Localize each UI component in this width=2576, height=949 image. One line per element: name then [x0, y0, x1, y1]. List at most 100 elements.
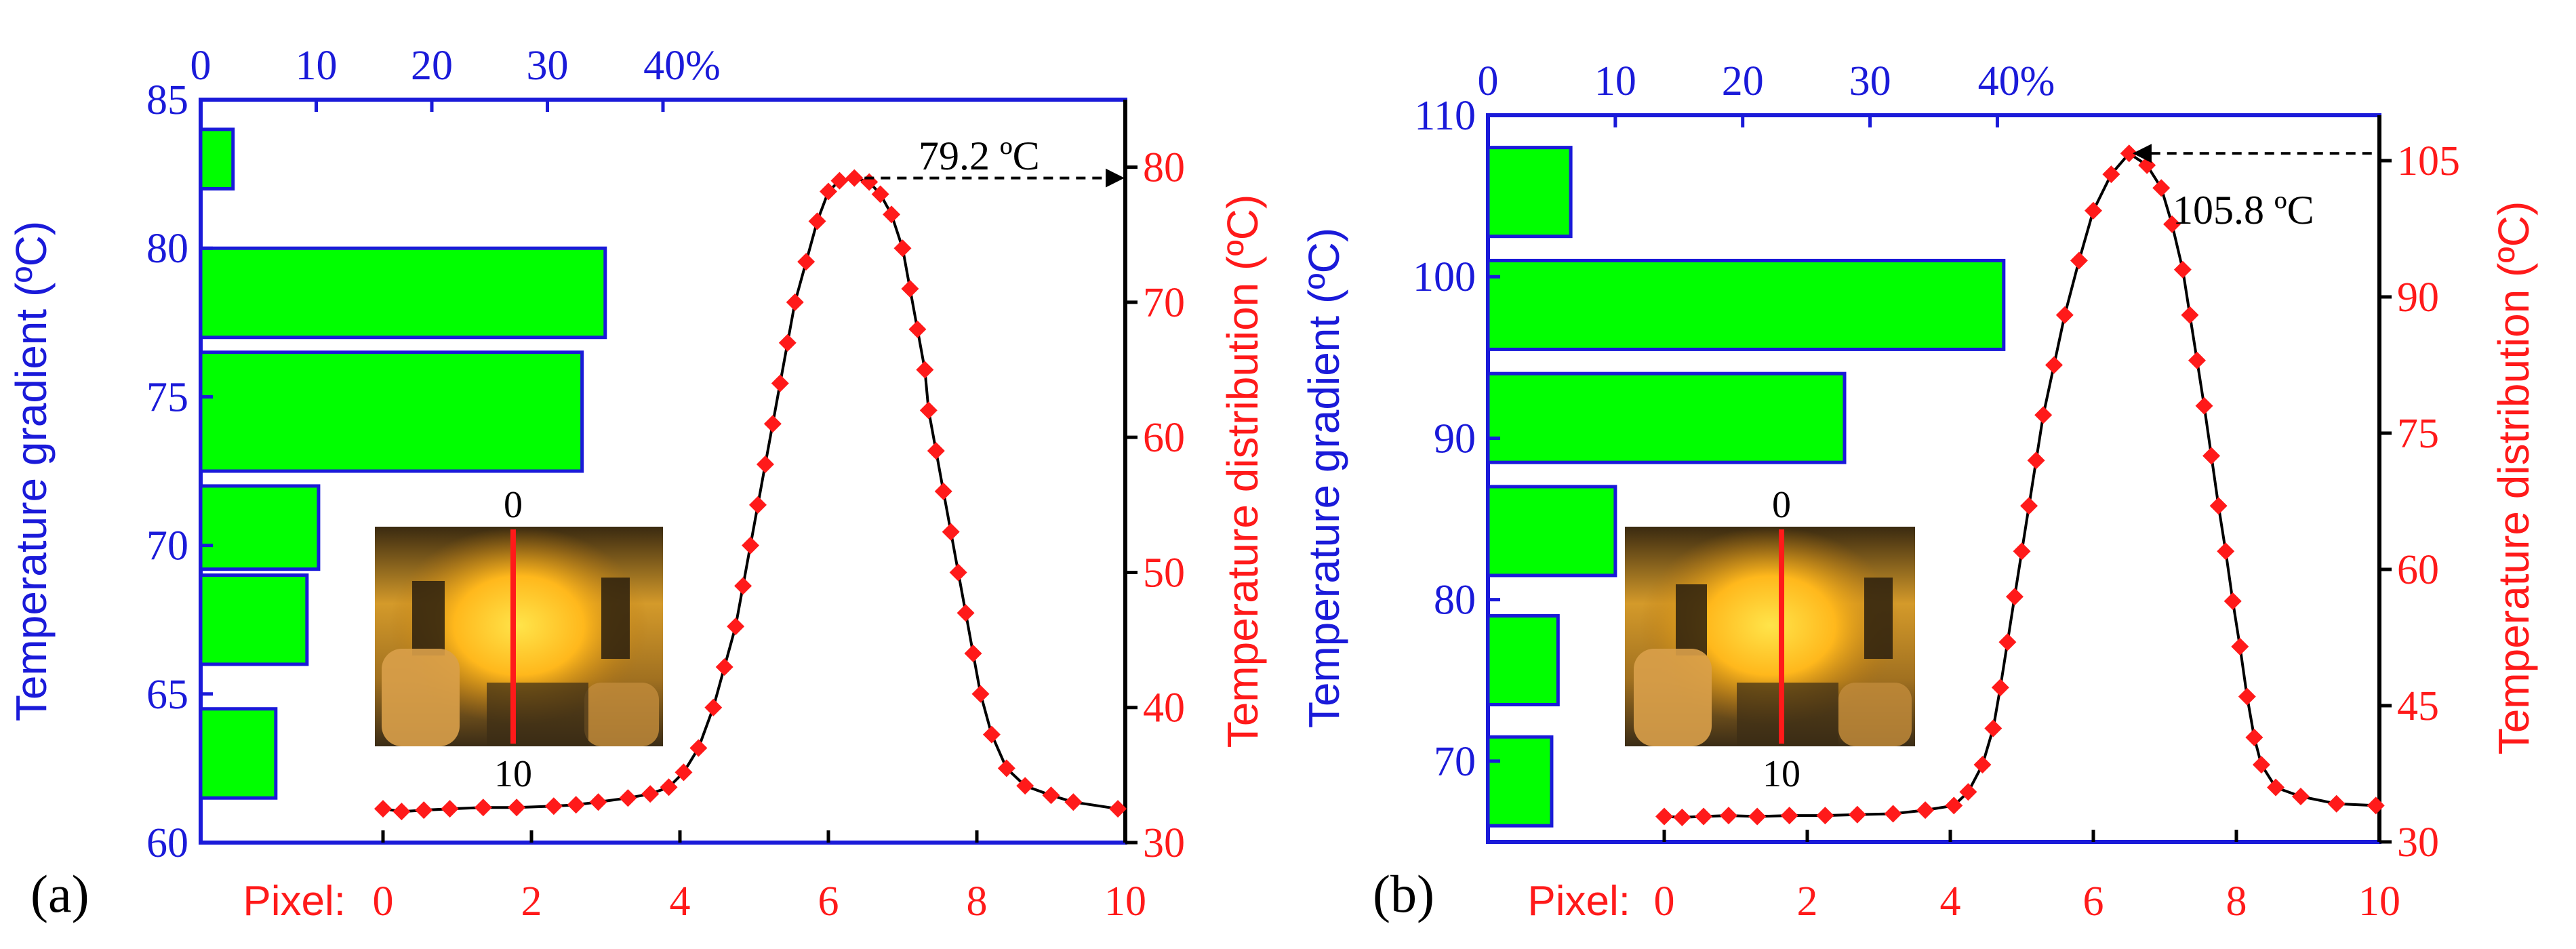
panel-a-label: (a)	[31, 864, 89, 923]
panel-b-profile-marker	[2327, 794, 2346, 813]
panel-b-right-tick-label: 60	[2397, 547, 2439, 593]
panel-a-profile-marker	[742, 536, 760, 554]
panel-b-profile-marker	[2267, 778, 2285, 796]
panel-a-left-axis-label: Temperature gradient (ºC)	[7, 221, 56, 721]
panel-b-profile-marker	[2102, 165, 2120, 184]
panel-b-profile-marker	[2027, 451, 2045, 470]
panel-b-histogram-bar	[1486, 613, 1560, 707]
panel-a-profile-marker	[871, 185, 889, 203]
panel-b-histogram-bar	[1486, 735, 1554, 828]
panel-a-bottom-ticks: 0 2 4 6 8 10	[373, 830, 1146, 925]
panel-b-profile-marker	[2138, 156, 2156, 174]
panel-a-profile-marker	[982, 725, 1001, 744]
panel-b-histogram-bar	[1486, 146, 1573, 239]
panel-a-profile-marker	[771, 374, 789, 392]
panel-a-profile-marker	[934, 482, 952, 500]
panel-a-profile-marker	[997, 759, 1015, 778]
panel-a-profile-marker	[893, 239, 912, 258]
panel-a-profile-marker	[786, 293, 804, 311]
panel-a-profile-marker	[845, 169, 864, 187]
panel-b-right-axis-label: Temperature distribution (ºC)	[2489, 201, 2538, 755]
panel-b-inset-top-label: 0	[1772, 484, 1791, 526]
panel-b-right-ticks: 30 45 60 75 90 105	[2379, 138, 2460, 866]
panel-b-profile-marker	[2173, 260, 2192, 279]
panel-b-profile-markers	[1655, 144, 2385, 826]
panel-b-profile-marker	[1673, 808, 1691, 826]
panel-a-profile-marker	[797, 253, 816, 271]
panel-a-profile-marker	[508, 799, 526, 817]
panel-b-profile-marker	[1719, 807, 1737, 825]
panel-b-left-tick-label: 70	[1434, 739, 1476, 785]
panel-a-right-tick-label: 60	[1143, 415, 1185, 461]
panel-a-top-tick-label: 40%	[643, 43, 721, 89]
panel-b-bottom-axis-prefix: Pixel:	[1527, 878, 1630, 925]
panel-a-profile-marker	[971, 685, 990, 703]
panel-a-profile-marker	[415, 801, 433, 820]
panel-b-profile-marker	[2163, 215, 2181, 233]
panel-b-bottom-tick-label: 8	[2226, 879, 2247, 925]
panel-b-profile-marker	[2291, 788, 2310, 805]
panel-b-profile-marker	[2034, 406, 2053, 424]
panel-a-right-tick-label: 80	[1143, 145, 1185, 191]
panel-b-profile-marker	[2202, 447, 2221, 465]
panel-a-profile-marker	[808, 212, 826, 230]
panel-a-profile-marker	[544, 797, 563, 815]
panel-a-bottom-axis-prefix: Pixel:	[243, 878, 346, 925]
panel-a-histogram-bar	[199, 573, 309, 666]
panel-a-profile-markers	[374, 169, 1127, 821]
panel-a-profile-marker	[675, 763, 693, 782]
panel-a-top-ticks: 0 10 20 30 40%	[190, 43, 721, 112]
panel-b-left-tick-label: 110	[1414, 93, 1476, 139]
panel-b-top-tick-label: 10	[1594, 58, 1636, 104]
panel-a-histogram-bar	[199, 484, 321, 571]
panel-b-profile-marker	[2070, 251, 2088, 270]
panel-b-profile-marker	[2020, 497, 2038, 515]
panel-b-profile-marker	[1884, 805, 1902, 823]
panel-b-profile-marker	[2252, 756, 2270, 774]
panel-a-bottom-tick-label: 10	[1104, 879, 1146, 925]
panel-b-left-tick-label: 100	[1413, 254, 1476, 300]
panel-b-top-tick-label: 0	[1478, 58, 1499, 104]
panel-a-profile-marker	[901, 279, 919, 298]
panel-a-profile-marker	[474, 799, 492, 817]
panel-b-right-tick-label: 75	[2397, 411, 2439, 457]
panel-b-top-tick-label: 20	[1722, 58, 1764, 104]
panel-a-profile-marker	[641, 785, 660, 803]
panel-a-right-axis-label: Temperature distribution (ºC)	[1218, 195, 1267, 748]
panel-b-bottom-tick-label: 2	[1797, 879, 1818, 925]
panel-a: 0 10 79.2 ºC 60 65 70 75 80 85 Temperatu…	[7, 43, 1267, 925]
panel-b-bottom-tick-label: 6	[2083, 879, 2104, 925]
panel-a-profile-marker	[660, 778, 678, 796]
panel-a-profile-marker	[763, 415, 782, 433]
panel-a-right-tick-label: 70	[1143, 280, 1185, 326]
panel-b-profile-marker	[2013, 542, 2031, 561]
panel-a-profile-marker	[964, 645, 982, 663]
panel-b-profile-marker	[2367, 796, 2385, 815]
panel-b-right-tick-label: 90	[2397, 275, 2439, 321]
panel-a-bottom-tick-label: 0	[373, 879, 394, 925]
panel-a-profile-marker	[589, 793, 607, 811]
panel-a-profile-marker	[727, 618, 745, 636]
panel-b-profile-marker	[1916, 801, 1935, 820]
panel-a-top-tick-label: 0	[190, 43, 212, 89]
panel-a-right-tick-label: 30	[1143, 820, 1185, 866]
panel-b-top-ticks: 0 10 20 30 40%	[1478, 58, 2055, 127]
panel-b-profile-marker	[2045, 356, 2063, 374]
panel-a-profile-marker	[734, 577, 752, 595]
panel-b-peak-label: 105.8 ºC	[2173, 188, 2314, 233]
panel-a-profile-marker	[957, 604, 975, 622]
panel-a-left-tick-label: 70	[146, 523, 188, 569]
panel-a-inset-top-label: 0	[504, 484, 523, 526]
panel-b-left-axis-label: Temperature gradient (ºC)	[1300, 228, 1348, 728]
panel-a-bottom-tick-label: 2	[521, 879, 542, 925]
panel-a-bottom-tick-label: 6	[818, 879, 839, 925]
panel-a-histogram	[199, 127, 607, 800]
panel-a-bottom-tick-label: 8	[967, 879, 988, 925]
panel-b-profile-marker	[1973, 756, 1992, 774]
panel-b-profile-marker	[2152, 179, 2171, 197]
panel-b-right-tick-label: 30	[2397, 820, 2439, 866]
panel-a-inset-bottom-label: 10	[494, 753, 532, 795]
panel-b-histogram-bar	[1486, 258, 2006, 351]
panel-b-right-tick-label: 105	[2397, 138, 2460, 184]
panel-a-profile-marker	[883, 205, 901, 224]
